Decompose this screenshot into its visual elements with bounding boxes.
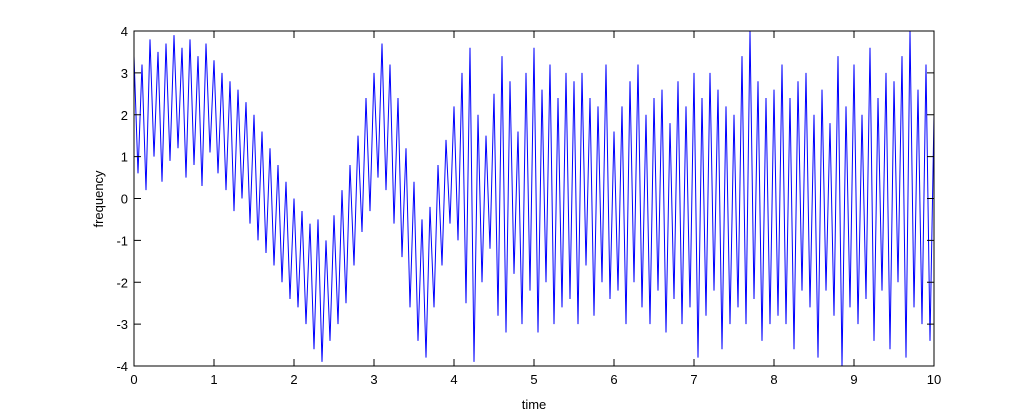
x-tick-label: 3 [370,372,377,387]
y-tick-label: 0 [121,192,128,207]
x-tick-label: 9 [850,372,857,387]
y-tick-label: -2 [116,275,128,290]
x-tick-label: 10 [927,372,941,387]
y-tick-label: 1 [121,150,128,165]
x-tick-label: 2 [290,372,297,387]
x-tick-label: 8 [770,372,777,387]
x-tick-label: 6 [610,372,617,387]
y-tick-label: -3 [116,317,128,332]
x-tick-label: 0 [130,372,137,387]
y-tick-label: -4 [116,359,128,374]
x-tick-label: 4 [450,372,457,387]
x-axis-label: time [522,397,547,412]
y-tick-label: 4 [121,24,128,39]
y-tick-label: -1 [116,233,128,248]
y-tick-label: 2 [121,108,128,123]
x-tick-label: 7 [690,372,697,387]
y-tick-label: 3 [121,66,128,81]
x-tick-label: 1 [210,372,217,387]
data-line [133,30,935,367]
y-axis-label: frequency [91,170,106,228]
x-tick-label: 5 [530,372,537,387]
